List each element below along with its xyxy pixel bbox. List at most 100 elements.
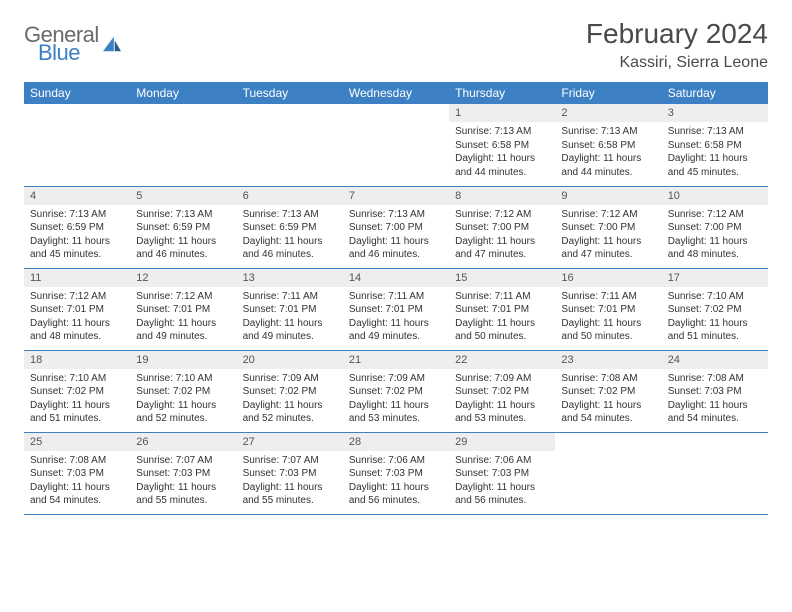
sunset-line: Sunset: 7:01 PM <box>561 303 655 317</box>
sunset-line: Sunset: 7:01 PM <box>136 303 230 317</box>
sunset-line: Sunset: 7:02 PM <box>668 303 762 317</box>
day-details: Sunrise: 7:08 AMSunset: 7:03 PMDaylight:… <box>662 369 768 430</box>
calendar-day-cell: 8Sunrise: 7:12 AMSunset: 7:00 PMDaylight… <box>449 186 555 268</box>
sail-icon <box>101 35 123 53</box>
sunrise-line: Sunrise: 7:12 AM <box>30 290 124 304</box>
day-number: 20 <box>237 351 343 369</box>
day-number: 10 <box>662 187 768 205</box>
day-details: Sunrise: 7:12 AMSunset: 7:00 PMDaylight:… <box>662 205 768 266</box>
day-number: 15 <box>449 269 555 287</box>
daylight-line: Daylight: 11 hours and 54 minutes. <box>668 399 762 426</box>
day-number: 29 <box>449 433 555 451</box>
day-details: Sunrise: 7:13 AMSunset: 6:58 PMDaylight:… <box>662 122 768 183</box>
day-details: Sunrise: 7:12 AMSunset: 7:01 PMDaylight:… <box>130 287 236 348</box>
day-details: Sunrise: 7:10 AMSunset: 7:02 PMDaylight:… <box>130 369 236 430</box>
day-number: 21 <box>343 351 449 369</box>
day-details: Sunrise: 7:10 AMSunset: 7:02 PMDaylight:… <box>662 287 768 348</box>
day-details: Sunrise: 7:13 AMSunset: 6:59 PMDaylight:… <box>130 205 236 266</box>
calendar-day-cell <box>662 432 768 514</box>
daylight-line: Daylight: 11 hours and 44 minutes. <box>561 152 655 179</box>
sunset-line: Sunset: 7:01 PM <box>455 303 549 317</box>
sunrise-line: Sunrise: 7:11 AM <box>561 290 655 304</box>
daylight-line: Daylight: 11 hours and 52 minutes. <box>136 399 230 426</box>
day-number: 7 <box>343 187 449 205</box>
daylight-line: Daylight: 11 hours and 44 minutes. <box>455 152 549 179</box>
calendar-day-cell: 17Sunrise: 7:10 AMSunset: 7:02 PMDayligh… <box>662 268 768 350</box>
calendar-table: SundayMondayTuesdayWednesdayThursdayFrid… <box>24 82 768 515</box>
weekday-header: Saturday <box>662 82 768 104</box>
daylight-line: Daylight: 11 hours and 54 minutes. <box>561 399 655 426</box>
day-number: 14 <box>343 269 449 287</box>
sunset-line: Sunset: 7:02 PM <box>455 385 549 399</box>
day-number: 18 <box>24 351 130 369</box>
day-number: 8 <box>449 187 555 205</box>
daylight-line: Daylight: 11 hours and 48 minutes. <box>30 317 124 344</box>
sunrise-line: Sunrise: 7:08 AM <box>561 372 655 386</box>
brand-text: General Blue <box>24 24 99 64</box>
day-details: Sunrise: 7:13 AMSunset: 6:58 PMDaylight:… <box>555 122 661 183</box>
sunrise-line: Sunrise: 7:13 AM <box>561 125 655 139</box>
sunrise-line: Sunrise: 7:06 AM <box>455 454 549 468</box>
sunrise-line: Sunrise: 7:11 AM <box>349 290 443 304</box>
calendar-day-cell: 15Sunrise: 7:11 AMSunset: 7:01 PMDayligh… <box>449 268 555 350</box>
sunrise-line: Sunrise: 7:11 AM <box>243 290 337 304</box>
daylight-line: Daylight: 11 hours and 50 minutes. <box>561 317 655 344</box>
daylight-line: Daylight: 11 hours and 51 minutes. <box>668 317 762 344</box>
day-details: Sunrise: 7:13 AMSunset: 6:58 PMDaylight:… <box>449 122 555 183</box>
day-details: Sunrise: 7:10 AMSunset: 7:02 PMDaylight:… <box>24 369 130 430</box>
daylight-line: Daylight: 11 hours and 45 minutes. <box>30 235 124 262</box>
sunrise-line: Sunrise: 7:10 AM <box>668 290 762 304</box>
sunrise-line: Sunrise: 7:13 AM <box>455 125 549 139</box>
sunset-line: Sunset: 7:03 PM <box>668 385 762 399</box>
day-number: 24 <box>662 351 768 369</box>
weekday-header: Tuesday <box>237 82 343 104</box>
day-number: 13 <box>237 269 343 287</box>
daylight-line: Daylight: 11 hours and 48 minutes. <box>668 235 762 262</box>
sunrise-line: Sunrise: 7:13 AM <box>30 208 124 222</box>
daylight-line: Daylight: 11 hours and 55 minutes. <box>243 481 337 508</box>
calendar-day-cell: 24Sunrise: 7:08 AMSunset: 7:03 PMDayligh… <box>662 350 768 432</box>
calendar-day-cell: 29Sunrise: 7:06 AMSunset: 7:03 PMDayligh… <box>449 432 555 514</box>
calendar-day-cell: 21Sunrise: 7:09 AMSunset: 7:02 PMDayligh… <box>343 350 449 432</box>
sunset-line: Sunset: 7:03 PM <box>30 467 124 481</box>
sunrise-line: Sunrise: 7:13 AM <box>349 208 443 222</box>
calendar-day-cell: 22Sunrise: 7:09 AMSunset: 7:02 PMDayligh… <box>449 350 555 432</box>
sunset-line: Sunset: 7:03 PM <box>136 467 230 481</box>
sunset-line: Sunset: 7:00 PM <box>668 221 762 235</box>
sunset-line: Sunset: 7:02 PM <box>30 385 124 399</box>
sunset-line: Sunset: 7:01 PM <box>30 303 124 317</box>
calendar-day-cell: 27Sunrise: 7:07 AMSunset: 7:03 PMDayligh… <box>237 432 343 514</box>
daylight-line: Daylight: 11 hours and 53 minutes. <box>349 399 443 426</box>
sunset-line: Sunset: 7:00 PM <box>455 221 549 235</box>
weekday-header: Sunday <box>24 82 130 104</box>
day-details: Sunrise: 7:08 AMSunset: 7:02 PMDaylight:… <box>555 369 661 430</box>
title-block: February 2024 Kassiri, Sierra Leone <box>586 18 768 72</box>
sunrise-line: Sunrise: 7:10 AM <box>136 372 230 386</box>
daylight-line: Daylight: 11 hours and 46 minutes. <box>136 235 230 262</box>
calendar-day-cell: 3Sunrise: 7:13 AMSunset: 6:58 PMDaylight… <box>662 104 768 186</box>
day-details: Sunrise: 7:12 AMSunset: 7:00 PMDaylight:… <box>449 205 555 266</box>
day-details: Sunrise: 7:11 AMSunset: 7:01 PMDaylight:… <box>449 287 555 348</box>
day-number: 3 <box>662 104 768 122</box>
sunset-line: Sunset: 7:01 PM <box>349 303 443 317</box>
calendar-day-cell: 2Sunrise: 7:13 AMSunset: 6:58 PMDaylight… <box>555 104 661 186</box>
calendar-day-cell: 6Sunrise: 7:13 AMSunset: 6:59 PMDaylight… <box>237 186 343 268</box>
daylight-line: Daylight: 11 hours and 46 minutes. <box>243 235 337 262</box>
day-details: Sunrise: 7:09 AMSunset: 7:02 PMDaylight:… <box>237 369 343 430</box>
sunrise-line: Sunrise: 7:12 AM <box>668 208 762 222</box>
sunrise-line: Sunrise: 7:12 AM <box>136 290 230 304</box>
daylight-line: Daylight: 11 hours and 56 minutes. <box>349 481 443 508</box>
calendar-header-row: SundayMondayTuesdayWednesdayThursdayFrid… <box>24 82 768 104</box>
calendar-day-cell: 19Sunrise: 7:10 AMSunset: 7:02 PMDayligh… <box>130 350 236 432</box>
sunrise-line: Sunrise: 7:10 AM <box>30 372 124 386</box>
sunset-line: Sunset: 6:59 PM <box>30 221 124 235</box>
sunrise-line: Sunrise: 7:09 AM <box>243 372 337 386</box>
sunrise-line: Sunrise: 7:09 AM <box>455 372 549 386</box>
daylight-line: Daylight: 11 hours and 45 minutes. <box>668 152 762 179</box>
calendar-day-cell <box>130 104 236 186</box>
day-number: 17 <box>662 269 768 287</box>
day-details: Sunrise: 7:06 AMSunset: 7:03 PMDaylight:… <box>343 451 449 512</box>
sunset-line: Sunset: 6:58 PM <box>455 139 549 153</box>
sunrise-line: Sunrise: 7:12 AM <box>561 208 655 222</box>
sunrise-line: Sunrise: 7:06 AM <box>349 454 443 468</box>
